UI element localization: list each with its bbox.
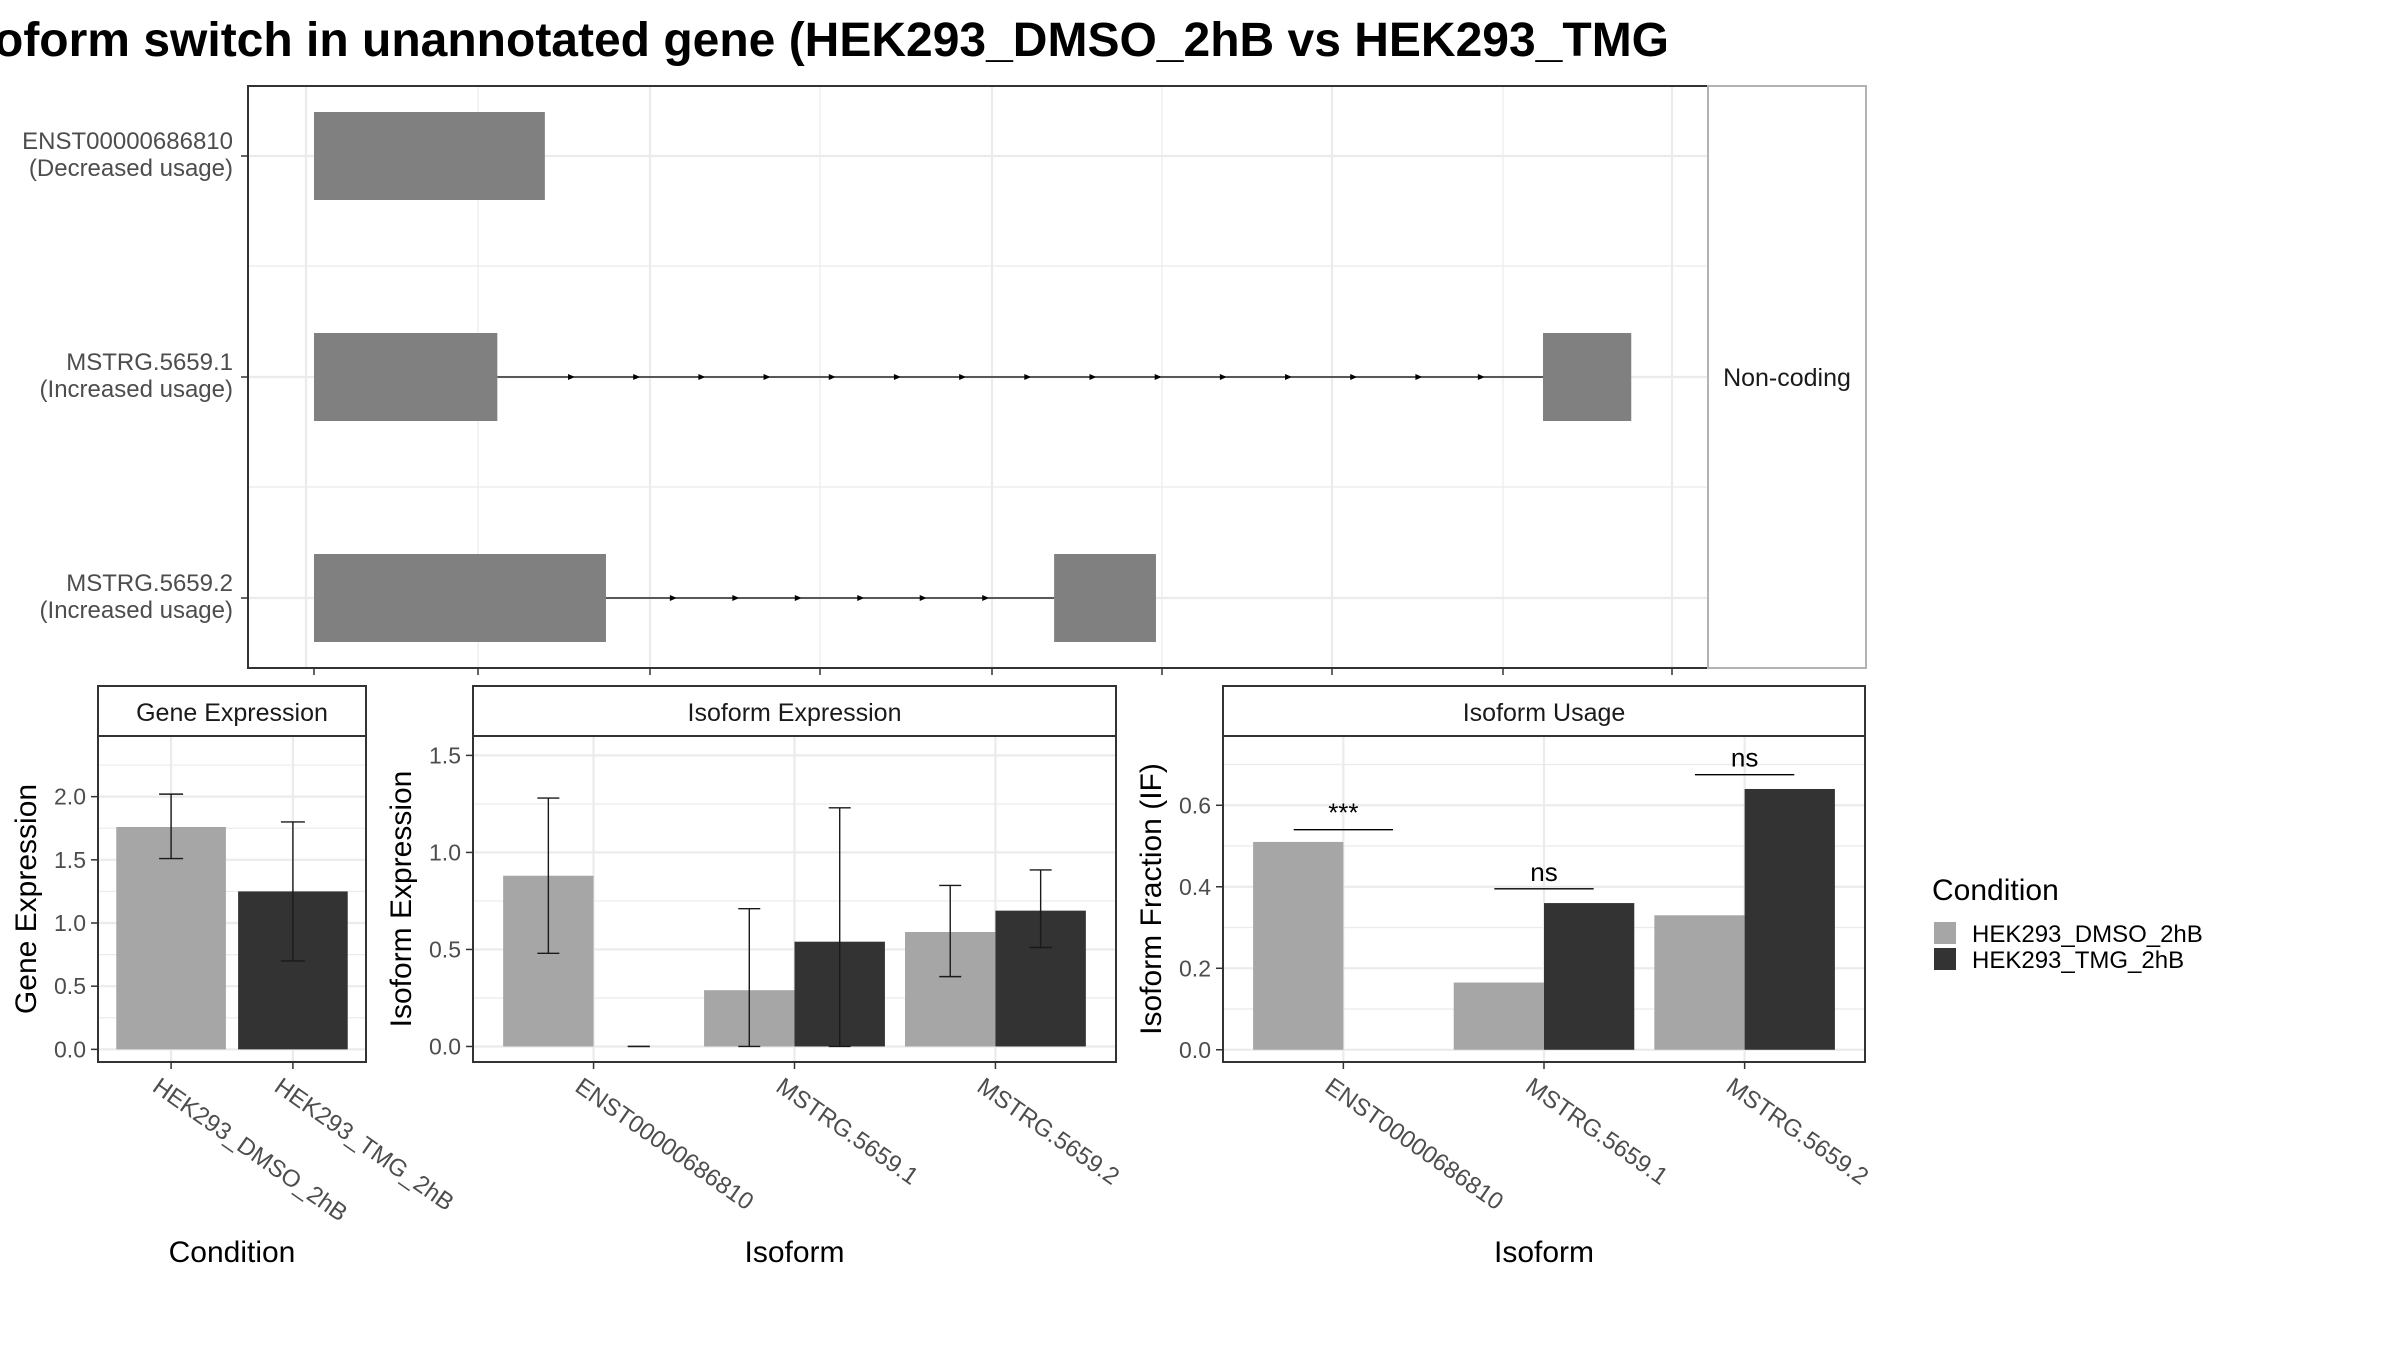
isoform-usage-panel: Isoform Usage *** ns ns 0.0 0.2 0.4 0.6 ENST0000… bbox=[1135, 685, 1873, 1269]
y-tick-label: 0.0 bbox=[429, 1033, 461, 1059]
x-tick-label: ENST00000686810 bbox=[1320, 1073, 1508, 1216]
intron-direction-arrow bbox=[1089, 374, 1097, 380]
intron-direction-arrow bbox=[1415, 374, 1423, 380]
intron-direction-arrow bbox=[893, 374, 901, 380]
y-tick-label: 1.0 bbox=[54, 910, 86, 936]
y-tick-label: 1.5 bbox=[54, 847, 86, 873]
x-tick-label: MSTRG.5659.2 bbox=[1721, 1073, 1873, 1191]
significance-label: ns bbox=[1731, 743, 1758, 773]
x-tick-label: MSTRG.5659.1 bbox=[771, 1073, 923, 1191]
intron-direction-arrow bbox=[982, 595, 990, 601]
intron-direction-arrow bbox=[959, 374, 967, 380]
intron-direction-arrow bbox=[732, 595, 740, 601]
intron-direction-arrow bbox=[1219, 374, 1227, 380]
isoform-row-name: ENST00000686810 bbox=[22, 128, 233, 155]
x-tick-label: MSTRG.5659.1 bbox=[1521, 1073, 1673, 1191]
intron-direction-arrow bbox=[857, 595, 865, 601]
panel-border bbox=[97, 735, 367, 1063]
intron-direction-arrow bbox=[828, 374, 836, 380]
intron-direction-arrow bbox=[669, 595, 677, 601]
legend-title: Condition bbox=[1932, 874, 2059, 907]
y-tick-label: 0.0 bbox=[1179, 1037, 1211, 1063]
significance-label: ns bbox=[1530, 857, 1557, 887]
x-axis-title: Isoform bbox=[1494, 1236, 1594, 1269]
bar bbox=[1654, 915, 1745, 1050]
bar bbox=[116, 826, 226, 1050]
intron-direction-arrow bbox=[1350, 374, 1358, 380]
facet-title: Isoform Expression bbox=[688, 699, 902, 727]
x-tick-label: HEK293_DMSO_2hB bbox=[148, 1073, 353, 1227]
intron-direction-arrow bbox=[1024, 374, 1032, 380]
x-axis-title: Condition bbox=[169, 1236, 296, 1269]
intron-direction-arrow bbox=[1285, 374, 1293, 380]
facet-strip bbox=[472, 685, 1117, 737]
intron-direction-arrow bbox=[763, 374, 771, 380]
isoform-row-note: (Increased usage) bbox=[40, 376, 233, 403]
bar bbox=[1453, 982, 1544, 1050]
isoform-row-note: (Decreased usage) bbox=[29, 155, 233, 182]
y-tick-label: 2.0 bbox=[54, 784, 86, 810]
transcript-structure-panel: ENST00000686810(Decreased usage) MSTRG.56… bbox=[22, 85, 1867, 675]
intron-direction-arrow bbox=[919, 595, 927, 601]
exon-block bbox=[314, 112, 545, 200]
facet-title: Gene Expression bbox=[136, 699, 328, 727]
legend-swatch bbox=[1934, 922, 1956, 944]
y-tick-label: 0.0 bbox=[54, 1036, 86, 1062]
intron-direction-arrow bbox=[698, 374, 706, 380]
x-axis-title: Isoform bbox=[744, 1236, 844, 1269]
y-axis-title: Isoform Expression bbox=[385, 771, 418, 1028]
facet-strip bbox=[1222, 685, 1866, 737]
significance-label: *** bbox=[1328, 798, 1358, 828]
y-tick-label: 0.2 bbox=[1179, 955, 1211, 981]
y-tick-label: 1.5 bbox=[429, 742, 461, 768]
coding-strip bbox=[1707, 85, 1867, 669]
bar bbox=[1253, 841, 1344, 1050]
y-tick-label: 0.5 bbox=[429, 936, 461, 962]
isoform-row-name: MSTRG.5659.1 bbox=[66, 349, 233, 376]
isoform-row-name: MSTRG.5659.2 bbox=[66, 570, 233, 597]
intron-direction-arrow bbox=[633, 374, 641, 380]
exon-block bbox=[1542, 333, 1632, 421]
y-axis-title: Isoform Fraction (IF) bbox=[1135, 763, 1168, 1035]
legend-label: HEK293_DMSO_2hB bbox=[1972, 921, 2203, 948]
coding-strip-label: Non-coding bbox=[1723, 364, 1851, 392]
isoform-expression-panel: Isoform Expression 0.0 0.5 1.0 1.5 ENST000006… bbox=[385, 685, 1124, 1269]
bar bbox=[1544, 903, 1635, 1050]
isoform-row-note: (Increased usage) bbox=[40, 597, 233, 624]
y-tick-label: 0.5 bbox=[54, 973, 86, 999]
exon-block bbox=[314, 554, 606, 642]
legend-swatch bbox=[1934, 948, 1956, 970]
y-tick-label: 0.4 bbox=[1179, 874, 1211, 900]
intron-direction-arrow bbox=[1477, 374, 1485, 380]
exon-block bbox=[1054, 554, 1156, 642]
intron-direction-arrow bbox=[1154, 374, 1162, 380]
intron-direction-arrow bbox=[794, 595, 802, 601]
x-tick-label: ENST00000686810 bbox=[570, 1073, 758, 1216]
y-tick-label: 0.6 bbox=[1179, 792, 1211, 818]
y-tick-label: 1.0 bbox=[429, 839, 461, 865]
intron-direction-arrow bbox=[568, 374, 576, 380]
bar bbox=[1744, 788, 1835, 1050]
legend-label: HEK293_TMG_2hB bbox=[1972, 947, 2184, 974]
exon-block bbox=[314, 333, 498, 421]
y-axis-title: Gene Expression bbox=[10, 784, 43, 1014]
x-tick-label: MSTRG.5659.2 bbox=[972, 1073, 1124, 1191]
figure-title: oform switch in unannotated gene (HEK293… bbox=[0, 14, 1669, 67]
facet-title: Isoform Usage bbox=[1463, 699, 1626, 727]
